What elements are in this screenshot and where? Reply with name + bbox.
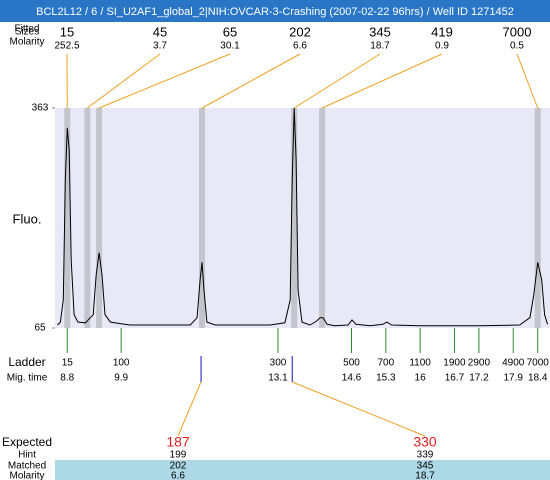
matched-label: Matched — [8, 461, 46, 472]
peak-size: 45 — [153, 24, 167, 39]
ladder-time: 8.8 — [60, 373, 74, 384]
molarity-label: Molarity — [9, 471, 44, 480]
peak-molarity: 18.7 — [370, 41, 390, 52]
peak-size: 65 — [223, 24, 237, 39]
leader-line — [98, 53, 231, 109]
hint: 339 — [417, 450, 434, 461]
peak-band — [291, 108, 298, 328]
peak-band — [64, 108, 71, 328]
ladder-time: 9.9 — [114, 373, 128, 384]
ladder-size: 100 — [113, 358, 130, 369]
ladder-size: 500 — [343, 358, 360, 369]
title-bar — [0, 0, 550, 22]
peak-size: 15 — [60, 24, 74, 39]
ladder-time: 17.2 — [469, 373, 489, 384]
ladder-time: 17.9 — [504, 373, 524, 384]
matched-molarity: 6.6 — [171, 471, 185, 480]
ladder-size: 1900 — [443, 358, 466, 369]
y-label: Fluo. — [13, 211, 42, 226]
ladder-size: 700 — [377, 358, 394, 369]
row-label: Molarity — [9, 37, 44, 48]
matched: 202 — [170, 461, 187, 472]
leader-line — [293, 53, 381, 109]
peak-size: 7000 — [503, 24, 532, 39]
leader-line — [321, 53, 443, 109]
peak-molarity: 0.5 — [510, 41, 524, 52]
ladder-time: 16 — [415, 373, 427, 384]
ladder-time: 14.6 — [342, 373, 362, 384]
expected-size: 330 — [413, 434, 437, 450]
matched: 345 — [417, 461, 434, 472]
leader-line — [292, 381, 426, 437]
expected-size: 187 — [166, 434, 190, 450]
leader-line — [177, 381, 202, 437]
y-tick-label: 65 — [34, 323, 46, 334]
ladder-time: 16.7 — [445, 373, 465, 384]
hint: 199 — [170, 450, 187, 461]
peak-band — [319, 108, 326, 328]
row-label: Fitted — [14, 24, 39, 35]
ladder-size: 1100 — [409, 358, 431, 369]
ladder-size: 300 — [270, 358, 287, 369]
peak-band — [84, 108, 91, 328]
mig-time-label: Mig. time — [7, 373, 48, 384]
plot-area — [55, 108, 550, 328]
trace — [57, 107, 548, 327]
ladder-size: 7000 — [527, 358, 550, 369]
ladder-time: 18.4 — [528, 373, 548, 384]
y-tick-label: 363 — [32, 103, 49, 114]
peak-molarity: 3.7 — [153, 41, 167, 52]
expected-label: Expected — [2, 435, 52, 449]
peak-band — [199, 108, 206, 328]
leader-line — [516, 53, 539, 109]
peak-molarity: 6.6 — [293, 41, 307, 52]
hint-label: Hint — [18, 450, 36, 461]
peak-size: 419 — [431, 24, 453, 39]
peak-band — [96, 108, 103, 328]
row-label: Sizes — [15, 27, 39, 38]
leader-line — [201, 53, 301, 109]
title: BCL2L12 / 6 / SI_U2AF1_global_2|NIH:OVCA… — [36, 6, 514, 18]
leader-line — [87, 53, 161, 109]
matched-rows-bg — [55, 460, 550, 480]
peak-molarity: 252.5 — [54, 41, 79, 52]
ladder-time: 15.3 — [376, 373, 396, 384]
ladder-size: 15 — [62, 358, 74, 369]
ladder-time: 13.1 — [268, 373, 288, 384]
peak-size: 202 — [289, 24, 311, 39]
peak-molarity: 0.9 — [435, 41, 449, 52]
ladder-size: 4900 — [502, 358, 525, 369]
ladder-label: Ladder — [8, 355, 45, 369]
peak-molarity: 30.1 — [220, 41, 240, 52]
ladder-size: 2900 — [468, 358, 491, 369]
peak-band — [534, 108, 541, 328]
matched-molarity: 18.7 — [415, 471, 435, 480]
peak-size: 345 — [369, 24, 391, 39]
